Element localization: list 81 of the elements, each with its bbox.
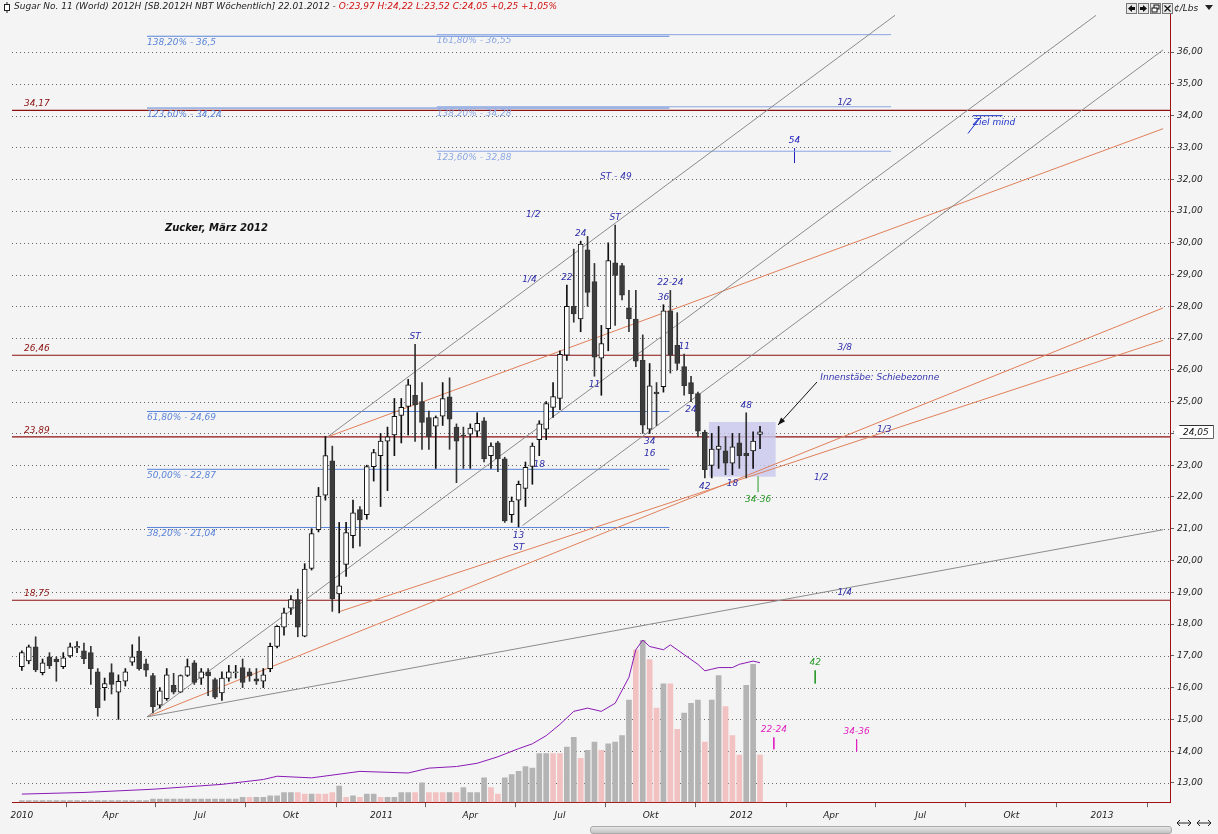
text: 24,05 [1173,424,1214,439]
y-tick-label: 28,00 [1177,300,1204,311]
annotation: 22-24 [657,277,684,288]
annotation: 48 [740,399,753,410]
x-tick-label: Okt [282,809,300,820]
y-tick-label: 26,00 [1177,364,1204,375]
x-tick-label: Okt [1003,809,1020,820]
y-tick-label: 34,00 [1177,110,1204,121]
series-label: 34-36 [744,494,772,505]
y-tick-label: 15,00 [1177,713,1204,724]
annotation: 1/4 [522,273,537,284]
y-axis-title: ¢/Lbs [1174,3,1199,13]
x-tick-label: 2010 [10,809,34,820]
y-tick-label: 27,00 [1177,332,1204,343]
annotation: 1/2 [837,97,853,108]
annotation: 16 [643,448,656,459]
annotation: ST [512,541,526,552]
annotation: 13 [512,529,525,540]
annotation: ST [409,331,423,342]
series-label: 42 [809,657,822,668]
series-label: 61,80% - 24,69 [147,412,217,423]
y-tick-label: 17,00 [1177,650,1204,661]
x-tick-label: Okt [642,809,660,820]
annotation: 11 [588,379,601,390]
y-tick-label: 19,00 [1177,586,1204,597]
annotation: 3/8 [837,342,853,353]
annotation: 1/4 [837,587,853,598]
y-tick-label: 23,00 [1177,459,1204,470]
y-tick-label: 25,00 [1177,395,1204,406]
series-label: 161,80% - 36,55 [436,35,512,46]
ref-line-label: 26,46 [24,343,51,354]
series-label: 54 [788,135,801,146]
x-tick-label: Apr [461,809,480,820]
y-tick-label: 31,00 [1177,205,1204,216]
annotation: 42 [699,480,711,491]
annotation: 24 [574,228,587,239]
ref-line-label: 23,89 [24,424,51,435]
x-tick-label: Jul [913,809,927,820]
series-label: Ziel mind [971,116,1016,127]
series-label: 123,60% - 34,24 [147,108,223,119]
annotation: Zucker, März 2012 [165,222,268,233]
y-tick-label: 14,00 [1177,745,1204,756]
annotation: 36 [657,291,670,302]
y-tick-label: 18,00 [1177,618,1204,629]
series-label: 50,00% - 22,87 [147,470,217,481]
x-tick-label: 2011 [370,809,394,820]
y-tick-label: 21,00 [1177,523,1204,534]
x-tick-label: Jul [552,809,566,820]
ref-line-label: 34,17 [24,98,51,109]
y-tick-label: 32,00 [1177,173,1204,184]
series-label: 138,20% - 36,5 [147,37,217,48]
annotation: 34 [643,436,656,447]
x-tick-label: Apr [822,809,841,820]
chart-title: Sugar No. 11 (World) 2012H [SB.2012H NBT Wöchentlich] 22.01.2012 - [14,1,336,11]
series-label: 22-24 [760,724,788,735]
x-tick-label: Jul [192,809,207,820]
y-tick-label: 29,00 [1177,268,1204,279]
annotation: ST [609,211,623,222]
text: Innenstäbe: Schiebezonne [820,371,940,382]
annotation: ST - 49 [600,171,632,181]
y-tick-label: 16,00 [1177,681,1204,692]
y-tick-label: 35,00 [1177,78,1204,89]
ref-line-label: 18,75 [24,588,51,599]
y-tick-label: 20,00 [1177,554,1204,565]
chart-subtitle: O:23,97 H:24,22 L:23,52 C:24,05 +0,25 +1,05% [337,1,558,11]
annotation: 11 [678,340,690,351]
series-label: 123,60% - 32,88 [436,152,512,163]
annotation: 1/2 [526,209,541,219]
annotation: 22 [561,271,573,282]
y-tick-label: 22,00 [1177,491,1204,502]
series-label: 38,20% - 21,04 [147,528,217,539]
x-tick-label: 2013 [1090,809,1114,820]
y-tick-label: 30,00 [1177,237,1204,248]
annotation: 1/2 [814,472,829,482]
annotation: 1/3 [876,423,892,434]
y-tick-label: 33,00 [1177,141,1204,152]
series-label: 34-36 [843,726,870,737]
x-tick-label: Apr [101,809,120,820]
y-tick-label: 36,00 [1177,46,1204,57]
x-tick-label: 2012 [729,809,754,820]
y-tick-label: 13,00 [1177,777,1204,788]
